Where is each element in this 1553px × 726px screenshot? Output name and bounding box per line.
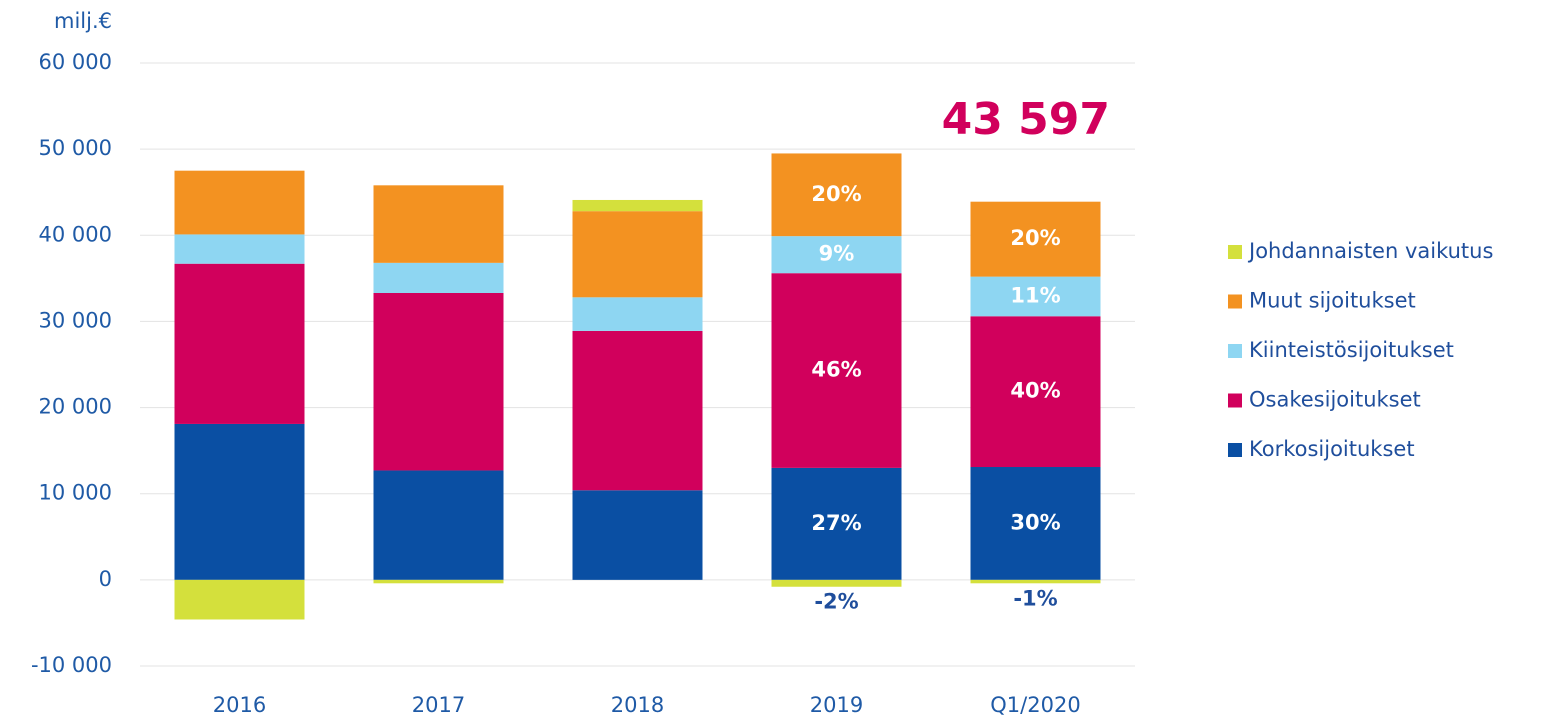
bar-segment (373, 579, 504, 584)
data-label: -2% (814, 590, 858, 614)
data-label: 20% (811, 182, 861, 206)
legend-swatch (1228, 245, 1242, 259)
bar-segment (174, 579, 305, 620)
bar-segment (970, 201, 1101, 277)
y-tick-label: 10 000 (39, 481, 112, 505)
y-tick-label: -10 000 (31, 653, 112, 677)
legend-swatch (1228, 344, 1242, 358)
bar-segment (970, 276, 1101, 317)
bar-segment (373, 470, 504, 580)
legend-swatch (1228, 294, 1242, 309)
data-label: 11% (1010, 283, 1060, 307)
legend-label: Osakesijoitukset (1249, 388, 1421, 412)
data-label: 30% (1010, 510, 1060, 534)
bar-segment (970, 467, 1101, 580)
bar-segment (771, 236, 902, 274)
data-label: 27% (811, 511, 861, 535)
x-tick-label: 2019 (810, 693, 863, 717)
y-tick-label: 40 000 (39, 222, 112, 246)
bar-segment (373, 293, 504, 471)
legend-swatch (1228, 443, 1242, 457)
legend-swatch (1228, 393, 1242, 408)
y-tick-label: 20 000 (39, 395, 112, 419)
bar-segment (970, 316, 1101, 468)
x-tick-label: Q1/2020 (990, 693, 1080, 717)
legend-label: Muut sijoitukset (1249, 289, 1416, 313)
bar-segment (373, 262, 504, 294)
data-label: 20% (1010, 226, 1060, 250)
y-tick-label: 50 000 (39, 136, 112, 160)
bar-segment (572, 490, 703, 580)
bar-segment (373, 185, 504, 263)
y-tick-label: 30 000 (39, 308, 112, 332)
bar-segment (572, 330, 703, 491)
bar-segment (572, 297, 703, 331)
bar-segment (174, 234, 305, 264)
legend-label: Kiinteistösijoitukset (1249, 338, 1454, 362)
x-tick-label: 2017 (412, 693, 465, 717)
bar-segment (970, 579, 1101, 584)
bar-segment (771, 153, 902, 237)
bar-segment (174, 170, 305, 235)
y-tick-label: 0 (99, 567, 112, 591)
data-label: 40% (1010, 379, 1060, 403)
data-label: 46% (811, 358, 861, 382)
x-tick-label: 2018 (611, 693, 664, 717)
bar-segment (771, 579, 902, 587)
x-tick-label: 2016 (213, 693, 266, 717)
bar-segment (174, 423, 305, 580)
bar-segment (174, 263, 305, 424)
bar-segment (771, 467, 902, 580)
data-label: 9% (819, 242, 855, 266)
bar-segment (771, 273, 902, 468)
y-tick-label: 60 000 (39, 50, 112, 74)
legend-label: Johdannaisten vaikutus (1247, 239, 1493, 263)
legend-label: Korkosijoitukset (1249, 437, 1415, 461)
y-axis-label: milj.€ (54, 9, 112, 33)
bar-segment (572, 199, 703, 212)
data-label: -1% (1013, 586, 1057, 610)
total-annotation: 43 597 (942, 94, 1110, 145)
bar-segment (572, 211, 703, 298)
